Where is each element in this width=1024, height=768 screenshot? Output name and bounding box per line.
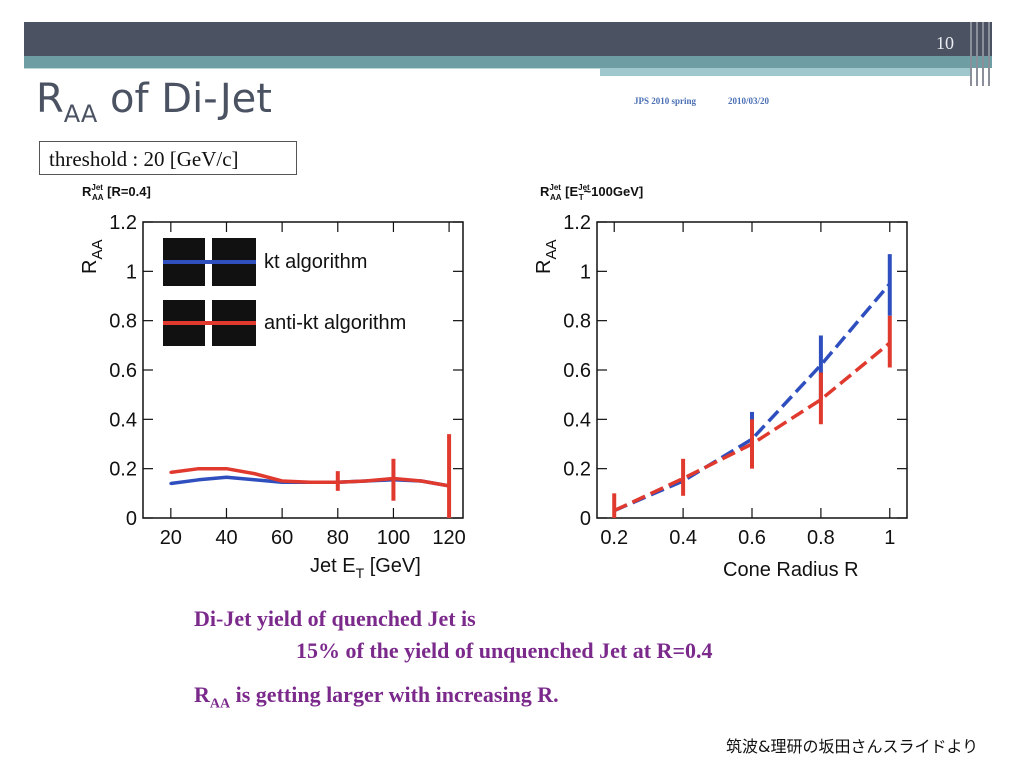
chart-left-legend: kt algorithm anti-kt algorithm [163,238,406,346]
chart-right-xlabel: Cone Radius R [723,559,859,581]
x-tick-label: 60 [271,527,293,549]
legend-kt-label: kt algorithm [264,251,367,273]
x-tick-label: 0.8 [807,527,835,549]
y-tick-label: 0 [580,508,591,530]
y-tick-label: 0.4 [563,409,591,431]
data-point-kt [224,475,228,479]
y-tick-label: 1.2 [563,212,591,234]
data-point-antikt [224,467,228,471]
header-band [24,22,992,56]
header-light-stripe [600,68,970,76]
x-tick-label: 80 [327,527,349,549]
y-tick-label: 0 [126,508,137,530]
title-sub: AA [63,100,98,128]
data-point-antikt [252,472,256,476]
data-point-kt [169,481,173,485]
chart-left-ylabel: RAA [79,240,106,274]
title-main: R [36,76,64,122]
x-tick-label: 0.6 [738,527,766,549]
x-tick-label: 20 [160,527,182,549]
conclusion-line-3: RAA is getting larger with increasing R. [194,682,559,712]
y-tick-label: 0.2 [109,459,137,481]
header-teal-stripe [24,56,992,68]
x-tick-label: 120 [432,527,465,549]
chart-right: RJet AA [EJet T~100GeV] 00.20.40.60.811.2 … [533,183,908,581]
chart-right-title: RJet AA [EJet T~100GeV] [540,183,643,202]
data-point-kt [252,478,256,482]
chart-left-title: RJet AA [R=0.4] [82,183,151,202]
data-point-antikt [364,479,368,483]
x-tick-label: 0.4 [669,527,697,549]
data-point-antikt [308,480,312,484]
svg-text:RAA: RAA [79,240,106,274]
y-tick-label: 1.2 [109,212,137,234]
y-tick-label: 0.8 [109,311,137,333]
x-tick-label: 0.2 [600,527,628,549]
legend-antikt-label: anti-kt algorithm [264,312,406,334]
y-tick-label: 0.6 [563,360,591,382]
data-point-kt [197,478,201,482]
x-tick-label: 40 [215,527,237,549]
chart-right-ylabel: RAA [533,240,560,274]
data-point-antikt [280,479,284,483]
y-tick-label: 0.2 [563,459,591,481]
y-tick-label: 0.4 [109,409,137,431]
chart-left-xlabel: Jet ET [GeV] [310,555,421,581]
data-point-antikt [419,479,423,483]
slide-title: RAA of Di-Jet [36,76,272,128]
header-thin-line [24,68,919,69]
x-tick-label: 100 [377,527,410,549]
chart-left: RJet AA [R=0.4] 0 0.2 0.4 0.6 0.8 1 1.2 20 40 60 8… [79,183,466,581]
data-point-antikt [197,467,201,471]
conclusion-line-1: Di-Jet yield of quenched Jet is [194,606,476,631]
y-tick-label: 1 [126,261,137,283]
title-rest: of Di-Jet [97,76,272,122]
threshold-box: threshold : 20 [GeV/c] [39,141,297,175]
credit-note: 筑波&理研の坂田さんスライドより [726,737,979,756]
conclusion-line-2: 15% of the yield of unquenched Jet at R=… [296,638,713,663]
y-tick-label: 0.8 [563,311,591,333]
x-tick-label: 1 [884,527,895,549]
y-tick-label: 1 [580,261,591,283]
y-tick-label: 0.6 [109,360,137,382]
svg-text:RAA: RAA [533,240,560,274]
data-point-antikt [169,470,173,474]
meta-conference: JPS 2010 spring [634,96,697,106]
header-vertical-lines [966,22,992,86]
chart-right-frame [596,221,908,519]
meta-date: 2010/03/20 [728,96,770,106]
series-line-kt [613,282,892,513]
slide-number: 10 [936,33,954,53]
